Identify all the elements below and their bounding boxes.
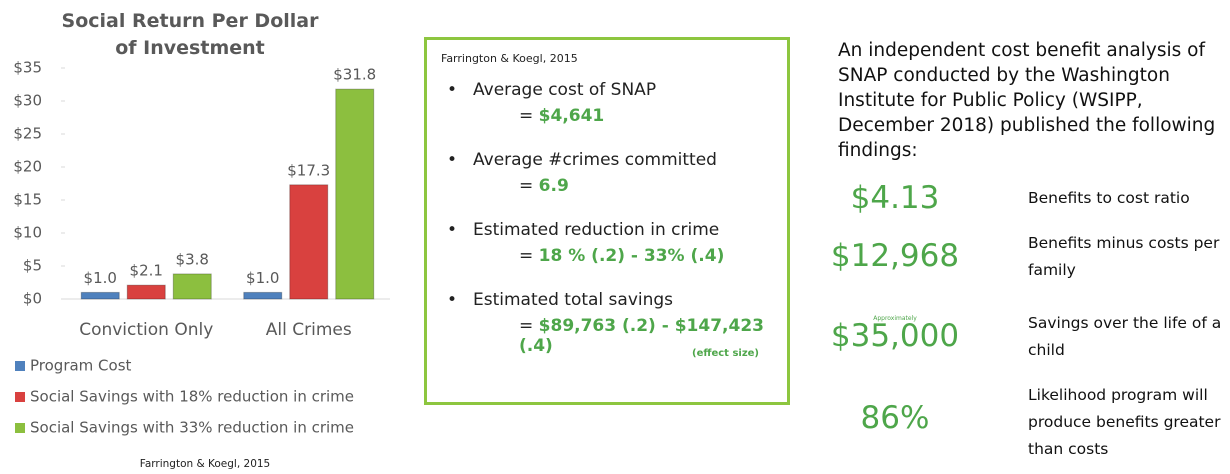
x-tick-label: All Crimes <box>266 320 352 340</box>
finding-value: $4.13 <box>850 180 940 216</box>
value: $4,641 <box>538 106 605 126</box>
bullet-label: Average cost of SNAP <box>473 80 657 100</box>
bar <box>172 273 212 300</box>
legend-swatch <box>15 392 25 402</box>
finding-label: Savings over the life of a child <box>1028 314 1222 359</box>
bullet-value: = 6.9 <box>519 176 717 196</box>
equals: = <box>519 176 534 196</box>
finding-label: Benefits minus costs per family <box>1028 234 1220 279</box>
bar <box>243 291 283 300</box>
legend-swatch <box>15 423 25 433</box>
bar <box>335 88 375 300</box>
x-tick-label: Conviction Only <box>79 320 213 340</box>
y-tick-label: $20 <box>13 158 42 176</box>
bullet-item: • Estimated total savings = $89,763 (.2) -… <box>447 290 787 356</box>
value: 18 % (.2) - 33% (.4) <box>538 246 725 266</box>
data-label: $17.3 <box>287 161 330 179</box>
bar <box>126 284 166 300</box>
data-label: $1.0 <box>84 269 117 287</box>
equals: = <box>519 246 534 266</box>
finding-value: 86% <box>860 400 930 436</box>
legend-swatch <box>15 361 25 371</box>
box-source: Farrington & Koegl, 2015 <box>441 52 578 65</box>
y-tick-label: $25 <box>13 125 42 143</box>
bullet-value: = 18 % (.2) - 33% (.4) <box>519 246 724 266</box>
equals: = <box>519 316 534 336</box>
chart: $0 $5 $10 $15 $20 $25 $30 $35 Conviction Only $1.… <box>13 59 390 470</box>
y-tick-label: $30 <box>13 92 42 110</box>
finding-label: Benefits to cost ratio <box>1028 189 1190 207</box>
finding-note: Approximately <box>873 315 917 322</box>
data-label: $31.8 <box>333 66 376 84</box>
bullet-value: = $4,641 <box>519 106 656 126</box>
bullet-label: Estimated total savings <box>473 290 674 310</box>
y-tick-label: $15 <box>13 191 42 209</box>
summary-box: Farrington & Koegl, 2015 • Average cost o… <box>424 37 790 405</box>
equals: = <box>519 106 534 126</box>
y-tick-label: $0 <box>23 290 42 308</box>
bullet-item: • Estimated reduction in crime = 18 % (.2)… <box>447 220 724 266</box>
value: 6.9 <box>538 176 569 196</box>
chart-source: Farrington & Koegl, 2015 <box>140 458 270 470</box>
bullet-value: = $89,763 (.2) - $147,423 (.4) <box>519 316 787 356</box>
finding-value: $35,000 <box>830 318 960 354</box>
bullet: • <box>447 220 458 240</box>
bullet-item: • Average cost of SNAP = $4,641 <box>447 80 656 126</box>
y-tick-label: $10 <box>13 224 42 242</box>
data-label: $3.8 <box>176 250 209 268</box>
box-footnote: (effect size) <box>692 348 759 359</box>
bullet: • <box>447 80 458 100</box>
finding-value: $12,968 <box>830 238 960 274</box>
bullet: • <box>447 290 458 310</box>
value: $89,763 (.2) - $147,423 (.4) <box>519 316 764 356</box>
bar <box>80 291 120 300</box>
finding-label: Likelihood program will produce benefits… <box>1028 386 1221 458</box>
bullet: • <box>447 150 458 170</box>
bar <box>289 184 329 300</box>
bullet-label: Estimated reduction in crime <box>473 220 720 240</box>
bullet-item: • Average #crimes committed = 6.9 <box>447 150 717 196</box>
bullet-label: Average #crimes committed <box>473 150 717 170</box>
findings-intro: An independent cost benefit analysis of … <box>838 40 1216 161</box>
y-tick-label: $35 <box>13 59 42 77</box>
data-label: $1.0 <box>246 269 279 287</box>
chart-title: Social Return Per Dollar of Investment <box>61 10 319 59</box>
y-tick-label: $5 <box>23 257 42 275</box>
legend-label: Social Savings with 18% reduction in cri… <box>30 388 354 406</box>
legend-label: Social Savings with 33% reduction in cri… <box>30 419 354 437</box>
data-label: $2.1 <box>130 262 163 280</box>
legend-label: Program Cost <box>30 357 132 375</box>
